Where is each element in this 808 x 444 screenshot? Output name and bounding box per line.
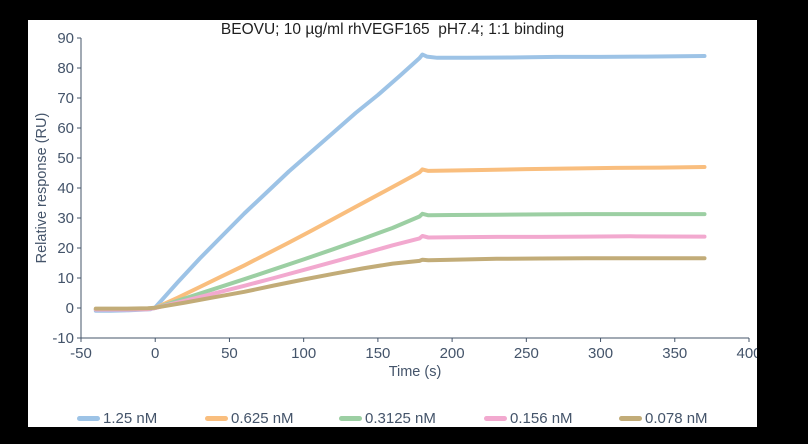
x-tick-label: 350 bbox=[662, 345, 687, 362]
legend-swatch-icon bbox=[484, 416, 507, 421]
x-tick-label: 400 bbox=[736, 345, 757, 362]
x-tick-label: 250 bbox=[514, 345, 539, 362]
legend-swatch-icon bbox=[77, 416, 100, 421]
y-tick-label: 30 bbox=[57, 210, 74, 227]
legend-item: 0.625 nM bbox=[205, 410, 294, 427]
y-tick-label: 60 bbox=[57, 120, 74, 137]
legend-swatch-icon bbox=[339, 416, 362, 421]
x-tick-label: 50 bbox=[221, 345, 238, 362]
y-tick-label: 20 bbox=[57, 240, 74, 257]
legend-swatch-icon bbox=[619, 416, 642, 421]
legend-item: 1.25 nM bbox=[77, 410, 157, 427]
series-line-0-078-nm bbox=[93, 256, 707, 311]
y-tick-label: 70 bbox=[57, 90, 74, 107]
legend-swatch-icon bbox=[205, 416, 228, 421]
legend-item: 0.156 nM bbox=[484, 410, 573, 427]
chart-panel: BEOVU; 10 µg/ml rhVEGF165 pH7.4; 1:1 bin… bbox=[28, 20, 757, 427]
y-tick-label: 40 bbox=[57, 180, 74, 197]
y-tick-label: -10 bbox=[52, 330, 74, 347]
x-tick-label: 200 bbox=[440, 345, 465, 362]
legend-item: 0.3125 nM bbox=[339, 410, 436, 427]
series-line-0-625-nm bbox=[93, 165, 707, 312]
x-tick-label: -50 bbox=[70, 345, 92, 362]
y-tick-label: 80 bbox=[57, 60, 74, 77]
x-axis-title: Time (s) bbox=[388, 364, 442, 380]
x-tick-label: 300 bbox=[588, 345, 613, 362]
legend-label: 0.625 nM bbox=[231, 410, 294, 427]
y-tick-label: 90 bbox=[57, 30, 74, 47]
legend: 1.25 nM 0.625 nM 0.3125 nM 0.156 nM 0.078 nM bbox=[28, 410, 757, 427]
legend-item: 0.078 nM bbox=[619, 410, 708, 427]
x-tick-label: 100 bbox=[291, 345, 316, 362]
y-tick-label: 0 bbox=[66, 300, 74, 317]
legend-label: 0.078 nM bbox=[645, 410, 708, 427]
x-tick-label: 0 bbox=[151, 345, 159, 362]
legend-label: 0.156 nM bbox=[510, 410, 573, 427]
y-tick-label: 10 bbox=[57, 270, 74, 287]
chart-title: BEOVU; 10 µg/ml rhVEGF165 pH7.4; 1:1 bin… bbox=[220, 21, 565, 38]
y-tick-label: 50 bbox=[57, 150, 74, 167]
plot-area: -10 0 10 20 30 40 50 60 70 80 90 -50 0 50 100 150 200 250… bbox=[52, 30, 757, 362]
legend-label: 0.3125 nM bbox=[365, 410, 436, 427]
x-tick-label: 150 bbox=[365, 345, 390, 362]
legend-label: 1.25 nM bbox=[103, 410, 158, 427]
